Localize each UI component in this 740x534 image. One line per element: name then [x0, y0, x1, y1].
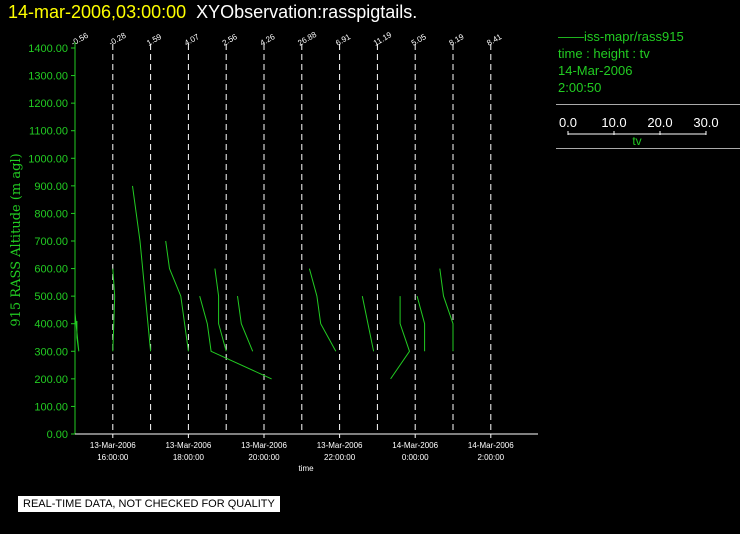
legend-series-label: iss-mapr/rass915	[584, 29, 684, 44]
profile-value-label: 8.19	[448, 32, 466, 48]
profile-value-label: -0.56	[70, 31, 91, 48]
legend-time: 2:00:50	[558, 80, 602, 95]
y-tick-label: 400.00	[34, 319, 68, 331]
x-tick-label-time: 0:00:00	[402, 453, 429, 462]
x-tick-label-time: 16:00:00	[97, 453, 129, 462]
legend-panel: ——iss-mapr/rass915 time : height : tv 14…	[556, 28, 740, 149]
data-trace	[112, 268, 116, 352]
y-tick-label: 1000.00	[28, 153, 68, 165]
data-trace	[361, 295, 375, 352]
scale-label: tv	[632, 134, 641, 146]
legend-vars: time : height : tv	[558, 46, 650, 61]
y-tick-label: 600.00	[34, 264, 68, 276]
legend-series: ——iss-mapr/rass915	[556, 28, 740, 45]
scale-tick-label: 10.0	[601, 115, 626, 130]
data-trace	[390, 296, 411, 380]
data-trace	[132, 185, 152, 352]
profile-value-label: 6.91	[334, 32, 352, 48]
header-title: XYObservation:rasspigtails.	[196, 2, 418, 22]
scale-bar: 0.0 10.0 20.0 30.0 tv	[559, 115, 719, 146]
x-axis-label: time	[298, 464, 314, 473]
profile-value-label: 11.19	[372, 30, 394, 48]
x-tick-label-time: 20:00:00	[248, 453, 280, 462]
scale-tick-label: 20.0	[647, 115, 672, 130]
profile-value-label: 5.05	[410, 32, 428, 48]
x-tick-label-time: 18:00:00	[173, 453, 205, 462]
data-trace	[416, 295, 426, 352]
profile-value-label: -0.28	[107, 31, 128, 48]
y-tick-label: 900.00	[34, 181, 68, 193]
y-tick-label: 700.00	[34, 236, 68, 248]
y-tick-label: 200.00	[34, 374, 68, 386]
data-trace	[439, 268, 454, 352]
x-tick-label-time: 22:00:00	[324, 453, 356, 462]
scale-divider-top	[556, 104, 740, 105]
header-datetime: 14-mar-2006,03:00:00	[8, 2, 187, 22]
data-trace	[237, 296, 254, 352]
y-axis-label: 915 RASS Altitude (m agl)	[9, 153, 24, 326]
data-trace	[165, 240, 189, 352]
profile-value-label: 4.07	[183, 32, 201, 48]
x-tick-label-date: 13-Mar-2006	[90, 441, 136, 450]
x-tick-label-date: 13-Mar-2006	[241, 441, 287, 450]
y-tick-label: 300.00	[34, 346, 68, 358]
y-tick-label: 100.00	[34, 401, 68, 413]
profile-lines: -0.56 -0.28 1.59 4.07 2.56 4.26 26.88 6.91 11.19…	[70, 30, 504, 434]
x-tick-label-date: 13-Mar-2006	[165, 441, 211, 450]
chart-header: 14-mar-2006,03:00:00 XYObservation:rasspi…	[8, 2, 417, 23]
scale-tick-label: 0.0	[559, 115, 577, 130]
color-scale: 0.0 10.0 20.0 30.0 tv	[556, 104, 740, 148]
data-trace	[199, 295, 272, 380]
data-trace	[308, 268, 337, 352]
chart-plot: -0.56 -0.28 1.59 4.07 2.56 4.26 26.88 6.91 11.19…	[9, 30, 538, 473]
profile-value-label: 2.56	[221, 32, 239, 48]
y-tick-label: 1300.00	[28, 71, 68, 83]
profile-value-label: 26.88	[296, 30, 318, 48]
x-tick-label-date: 14-Mar-2006	[392, 441, 438, 450]
x-tick-label-time: 2:00:00	[477, 453, 504, 462]
y-tick-label: 1400.00	[28, 43, 68, 55]
profile-value-label: 4.26	[259, 32, 277, 48]
data-traces	[74, 185, 454, 380]
data-trace	[74, 312, 80, 352]
quality-notice: REAL-TIME DATA, NOT CHECKED FOR QUALITY	[18, 496, 280, 512]
y-tick-label: 800.00	[34, 208, 68, 220]
legend-line-icon: ——	[558, 29, 584, 44]
legend-date: 14-Mar-2006	[558, 63, 633, 78]
scale-divider-bottom	[556, 148, 740, 149]
x-tick-label-date: 13-Mar-2006	[317, 441, 363, 450]
y-tick-label: 500.00	[34, 291, 68, 303]
data-trace	[214, 268, 227, 352]
axes: 0.00 100.00 200.00 300.00 400.00 500.00 600.00…	[28, 42, 538, 462]
y-tick-label: 1200.00	[28, 98, 68, 110]
profile-value-label: 8.41	[485, 32, 503, 48]
y-tick-label: 1100.00	[29, 126, 68, 138]
scale-tick-label: 30.0	[693, 115, 718, 130]
profile-value-label: 1.59	[145, 32, 163, 48]
y-tick-label: 0.00	[47, 429, 68, 441]
x-tick-label-date: 14-Mar-2006	[468, 441, 514, 450]
